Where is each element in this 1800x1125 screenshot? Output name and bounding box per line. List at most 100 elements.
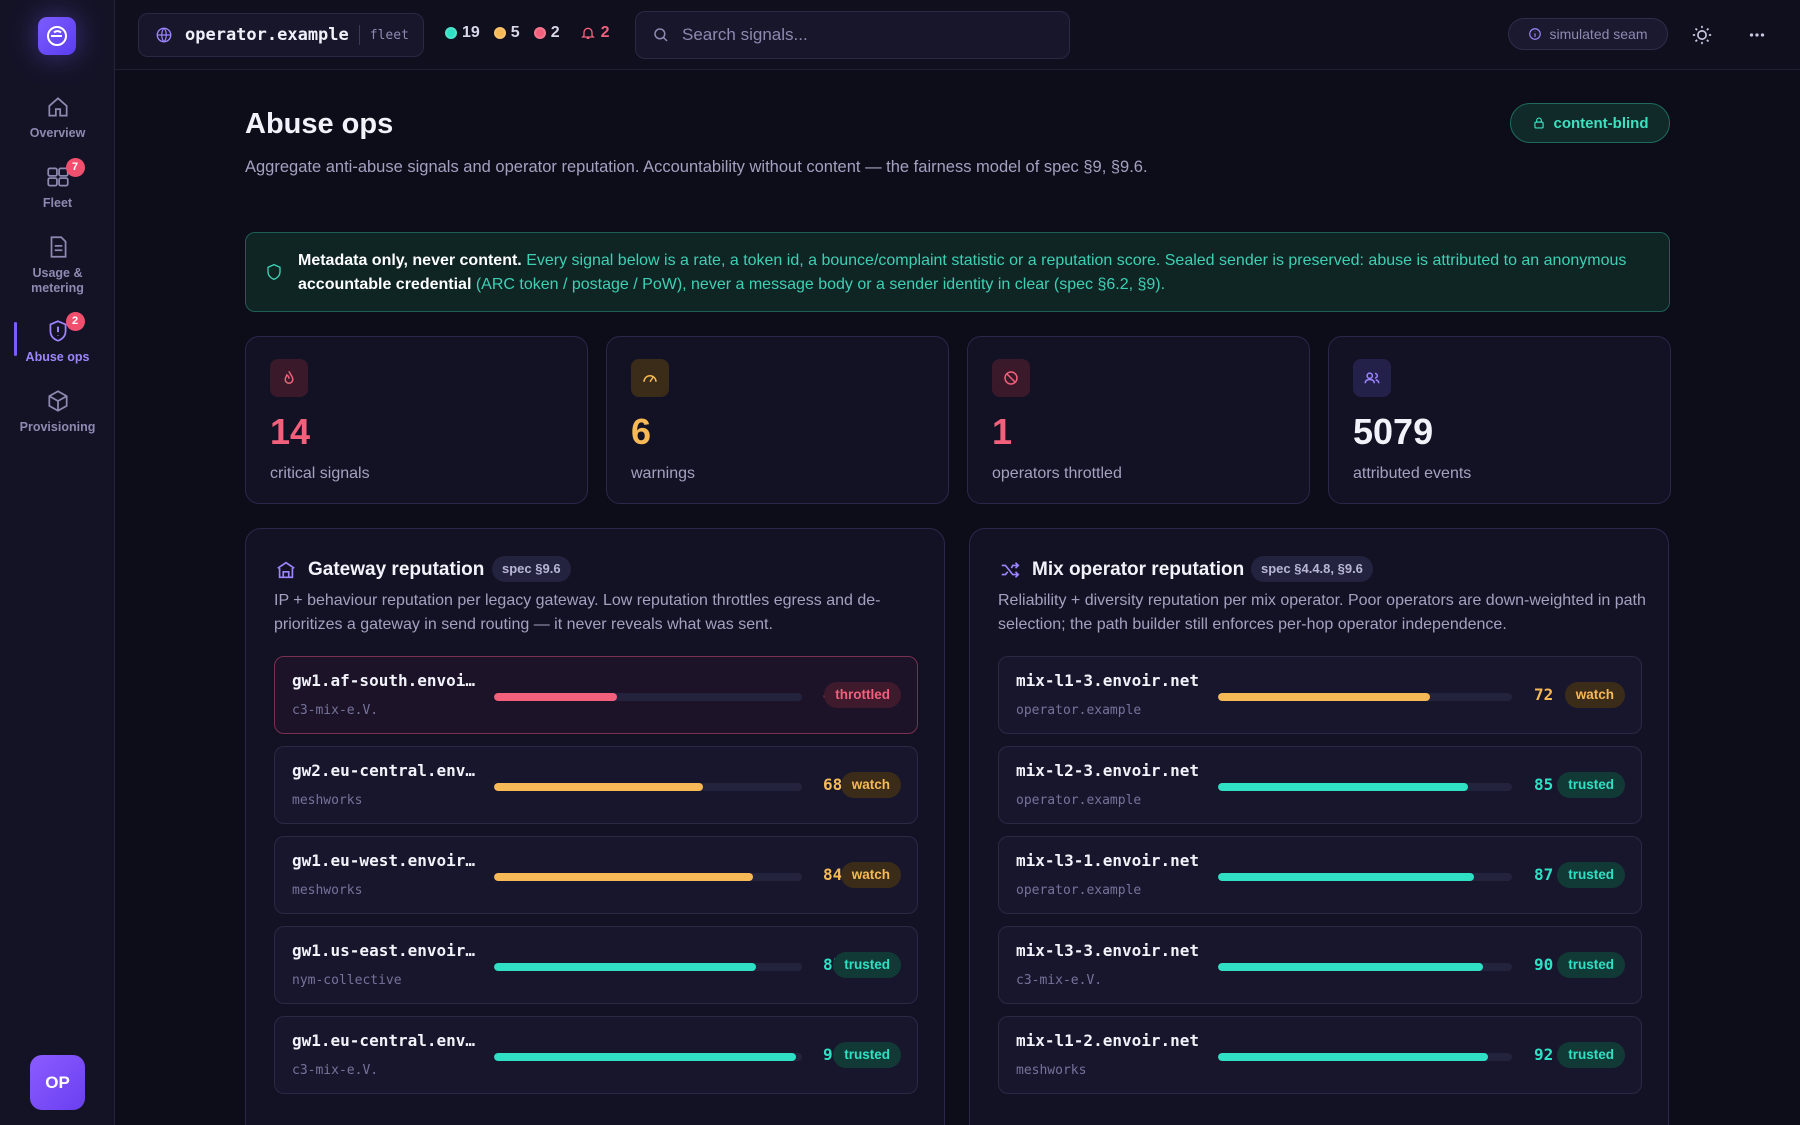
- content-blind-label: content-blind: [1553, 114, 1649, 132]
- stat-card-warnings: 6 warnings: [606, 336, 949, 504]
- warning-count: 5: [493, 24, 520, 42]
- critical-count: 2: [533, 24, 560, 42]
- row-host-name: mix-l1-2.envoir.net: [1016, 1031, 1200, 1050]
- row-operator: operator.example: [1016, 883, 1142, 898]
- status-badge: throttled: [824, 682, 901, 708]
- seam-label: simulated seam: [1549, 26, 1648, 42]
- row-operator: c3-mix-e.V.: [1016, 973, 1103, 988]
- reputation-bar: [1218, 693, 1512, 701]
- stat-label: attributed events: [1353, 465, 1472, 482]
- reputation-row[interactable]: gw2.eu-central.envoir.net meshworks 68watc…: [274, 746, 918, 824]
- sun-icon[interactable]: [1691, 24, 1713, 46]
- reputation-bar: [494, 693, 802, 701]
- search-input[interactable]: [682, 25, 1062, 45]
- reputation-row[interactable]: mix-l1-3.envoir.net operator.example 72 wat…: [998, 656, 1642, 734]
- reputation-bar-fill: [494, 783, 704, 791]
- gateway-reputation-panel: Gateway reputation spec §9.6 IP + behavi…: [245, 528, 945, 1125]
- stat-label: operators throttled: [992, 465, 1122, 482]
- sidebar-item-overview[interactable]: Overview: [0, 94, 115, 140]
- sidebar: Overview 7 Fleet Usage & metering 2 Abus…: [0, 0, 115, 1125]
- gauge-icon: [631, 359, 669, 397]
- reputation-row[interactable]: gw1.us-east.envoir.netnym-collective85tr…: [274, 926, 918, 1004]
- lock-icon: [1533, 117, 1544, 129]
- row-operator: meshworks: [292, 793, 363, 808]
- sidebar-item-usage[interactable]: Usage & metering: [0, 234, 115, 296]
- top-bar: operator.example fleet 19 5 2 2 simulate…: [115, 0, 1800, 70]
- reputation-bar: [494, 783, 802, 791]
- status-badge: trusted: [833, 1042, 901, 1068]
- stat-card-throttled: 1 operators throttled: [967, 336, 1310, 504]
- org-switcher[interactable]: operator.example fleet: [138, 13, 424, 57]
- box-icon: [45, 388, 71, 414]
- envoir-logo-icon: [47, 26, 67, 46]
- reputation-row[interactable]: mix-l3-1.envoir.net operator.example 87 tru…: [998, 836, 1642, 914]
- stat-label: warnings: [631, 465, 696, 482]
- sidebar-item-label: Abuse ops: [25, 350, 90, 364]
- gateway-icon: [277, 561, 295, 579]
- warning-dot-icon: [493, 27, 506, 39]
- reputation-score: 84: [823, 865, 843, 884]
- info-icon: [1529, 28, 1542, 40]
- row-host-name: gw1.eu-west.envoir.net: [292, 851, 477, 870]
- reputation-row[interactable]: mix-l1-2.envoir.net meshworks 92 trusted: [998, 1016, 1642, 1094]
- sidebar-item-fleet[interactable]: 7 Fleet: [0, 158, 115, 210]
- fleet-badge: 7: [65, 158, 85, 177]
- row-host-name: mix-l1-3.envoir.net: [1016, 671, 1200, 690]
- row-operator: nym-collective: [292, 973, 402, 988]
- status-counts[interactable]: 19 5 2 2: [445, 24, 610, 42]
- reputation-bar: [1218, 963, 1512, 971]
- sidebar-item-abuse-ops[interactable]: 2 Abuse ops: [0, 312, 115, 364]
- reputation-score: 87: [1534, 865, 1554, 884]
- reputation-bar: [1218, 1053, 1512, 1061]
- notice-text-end: (ARC token / postage / PoW), never a mes…: [471, 276, 1166, 293]
- reputation-bar-fill: [494, 963, 756, 971]
- status-badge: watch: [840, 772, 901, 798]
- ban-icon: [992, 359, 1030, 397]
- reputation-row[interactable]: mix-l3-3.envoir.net c3-mix-e.V. 90 trusted: [998, 926, 1642, 1004]
- app-logo[interactable]: [38, 17, 76, 55]
- home-icon: [45, 94, 71, 120]
- panel-description: Reliability + diversity reputation per m…: [998, 592, 1646, 633]
- reputation-bar-fill: [1218, 693, 1430, 701]
- page-description: Aggregate anti-abuse signals and operato…: [245, 158, 1148, 176]
- row-host-name: gw1.eu-central.envoir.net: [292, 1031, 477, 1050]
- stat-card-critical: 14 critical signals: [245, 336, 588, 504]
- sidebar-item-label: Overview: [29, 126, 86, 140]
- sidebar-item-provisioning[interactable]: Provisioning: [0, 388, 115, 434]
- search-icon: [654, 28, 668, 42]
- reputation-score: 90: [1534, 955, 1554, 974]
- grid-icon: 7: [45, 158, 85, 190]
- reputation-bar-fill: [1218, 873, 1474, 881]
- row-host-name: gw1.us-east.envoir.net: [292, 941, 477, 960]
- healthy-count: 19: [445, 24, 480, 42]
- globe-icon: [156, 27, 172, 43]
- stat-card-attributed: 5079 attributed events: [1328, 336, 1671, 504]
- mix-operator-reputation-panel: Mix operator reputation spec §4.4.8, §9.…: [969, 528, 1669, 1125]
- healthy-dot-icon: [445, 27, 457, 39]
- shield-alert-icon: 2: [45, 312, 85, 344]
- bell-icon: [580, 27, 595, 39]
- org-name: operator.example: [185, 25, 349, 45]
- page-title: Abuse ops: [245, 108, 394, 140]
- reputation-row[interactable]: mix-l2-3.envoir.net operator.example 85 tru…: [998, 746, 1642, 824]
- row-operator: c3-mix-e.V.: [292, 1063, 379, 1078]
- reputation-row[interactable]: gw1.eu-central.envoir.netc3-mix-e.V.98tr…: [274, 1016, 918, 1094]
- stat-value: 1: [992, 411, 1013, 452]
- reputation-bar-fill: [494, 1053, 796, 1061]
- search-box[interactable]: [635, 11, 1070, 59]
- user-avatar[interactable]: OP: [30, 1055, 85, 1110]
- row-operator: meshworks: [292, 883, 363, 898]
- row-host-name: gw2.eu-central.envoir.net: [292, 761, 477, 780]
- shuffle-icon: [1001, 562, 1020, 578]
- status-badge: watch: [840, 862, 901, 888]
- reputation-bar: [1218, 783, 1512, 791]
- row-operator: c3-mix-e.V.: [292, 703, 379, 718]
- reputation-score: 72: [1534, 685, 1554, 704]
- simulated-seam-badge[interactable]: simulated seam: [1508, 18, 1668, 50]
- reputation-bar: [494, 963, 802, 971]
- content-blind-badge[interactable]: content-blind: [1510, 103, 1670, 143]
- reputation-row[interactable]: gw1.af-south.envoir.netc3-mix-e.V.40thro…: [274, 656, 918, 734]
- more-icon[interactable]: [1746, 24, 1768, 46]
- abuse-ops-badge: 2: [65, 312, 85, 331]
